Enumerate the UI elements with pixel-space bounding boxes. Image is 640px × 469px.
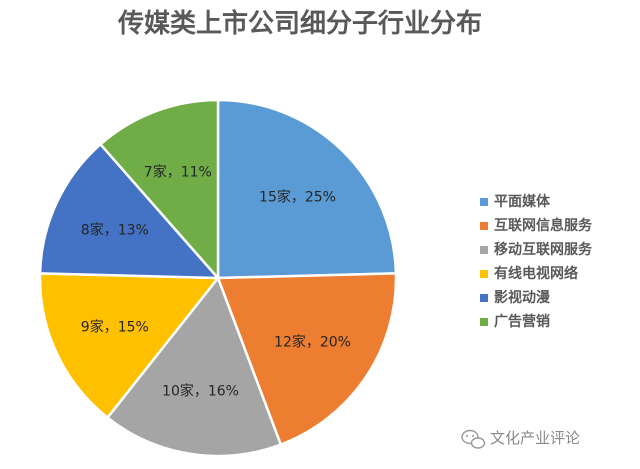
pie-slice-1: [216, 98, 398, 280]
legend-label-1: 平面媒体: [494, 193, 551, 210]
wechat-icon: [461, 429, 486, 449]
pie-slices: [38, 98, 398, 458]
slice-label-1: 15家，25%: [259, 188, 336, 205]
legend-label-5: 影视动漫: [494, 289, 551, 306]
legend-swatch-5: [480, 294, 488, 302]
pie-slice-3: [105, 275, 283, 458]
watermark-text: 文化产业评论: [490, 429, 580, 447]
legend-label-4: 有线电视网络: [494, 265, 578, 282]
legend-label-6: 广告营销: [494, 313, 550, 330]
slice-label-6: 7家，11%: [144, 163, 212, 180]
legend-swatch-3: [480, 246, 488, 254]
slice-label-4: 9家，15%: [81, 318, 149, 335]
legend-label-2: 互联网信息服务: [494, 217, 593, 234]
pie-slice-2: [216, 272, 398, 447]
watermark: 文化产业评论: [461, 429, 580, 449]
pie-slice-4: [38, 272, 221, 420]
pie-slice-labels: 15家，25% 12家，20% 10家，16% 9家，15% 8家，13% 7家，11%: [81, 163, 351, 399]
pie-slice-6: [98, 98, 220, 282]
legend-swatch-4: [480, 270, 488, 278]
slice-label-3: 10家，16%: [162, 383, 239, 400]
slice-label-5: 8家，13%: [81, 222, 149, 239]
legend-swatch-1: [480, 198, 488, 206]
legend-swatch-6: [480, 318, 488, 326]
slice-label-2: 12家，20%: [274, 334, 351, 351]
chart-title: 传媒类上市公司细分子行业分布: [117, 8, 482, 39]
legend-swatch-2: [480, 222, 488, 230]
pie-slice-5: [38, 142, 221, 280]
legend-label-3: 移动互联网服务: [494, 241, 593, 258]
